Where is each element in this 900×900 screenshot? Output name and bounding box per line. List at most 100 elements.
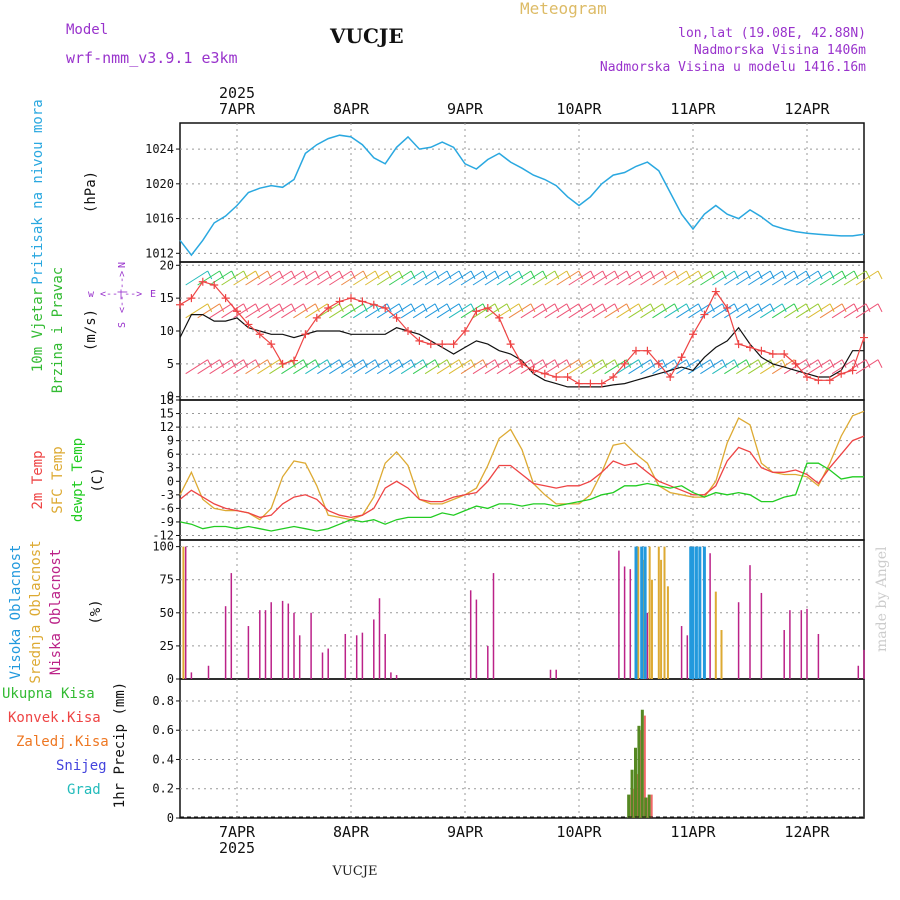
wind-barb-flag xyxy=(530,359,536,368)
wind-barb xyxy=(520,303,544,319)
wind-barb-flag xyxy=(410,270,416,280)
wind-barb xyxy=(556,359,580,375)
wind-barb xyxy=(388,359,412,375)
meteogram-title: Meteogram xyxy=(520,0,607,18)
wind-barb xyxy=(412,303,436,319)
wind-barb xyxy=(341,359,364,375)
wind-barb xyxy=(628,359,651,375)
precip-frame xyxy=(179,678,865,819)
dewpoint-line xyxy=(179,462,864,532)
wind-barb-flag xyxy=(733,270,739,280)
wind-barb-flag xyxy=(554,359,560,368)
temp-title-sfc: SFC Temp xyxy=(50,446,66,513)
cloud-bar-srednja xyxy=(657,546,660,679)
wind-barb xyxy=(604,303,627,319)
wind-barb xyxy=(532,303,556,319)
wind-barb-flag xyxy=(829,270,835,280)
cloud-bar-niska xyxy=(492,573,495,679)
wind-barb xyxy=(317,359,340,375)
wind-barb-flag xyxy=(338,270,344,280)
precip-legend-item: Zaledj.Kisa xyxy=(16,734,109,750)
wind-barb xyxy=(795,303,819,319)
cloud-bar-niska xyxy=(646,612,649,679)
pressure-ytick-label: 1020 xyxy=(145,177,174,191)
temperature-ytick-label: 15 xyxy=(160,407,174,421)
wind-barb-flag xyxy=(470,359,476,368)
wind-gust-point xyxy=(518,359,526,368)
pressure-line xyxy=(179,134,865,257)
wind-barb xyxy=(712,303,735,319)
cloud-bar-niska xyxy=(224,606,227,679)
wind-barb xyxy=(855,303,879,319)
cloud-bar-niska xyxy=(863,649,865,679)
wind-barb-flag xyxy=(865,270,871,280)
wind-barb-flag xyxy=(566,303,572,313)
wind-barb xyxy=(759,303,783,319)
wind-barb xyxy=(293,270,316,286)
sfc-temp-line xyxy=(179,410,865,521)
wind-barbs xyxy=(185,270,883,375)
wind-barb-flag xyxy=(434,303,440,313)
x-label-top: 10APR xyxy=(556,100,602,118)
wind-barb xyxy=(257,359,280,375)
wind-barb-flag xyxy=(578,270,584,280)
cloud-bar-niska xyxy=(355,635,358,679)
wind-gust-point xyxy=(381,304,390,312)
precip-legend-item: Snijeg xyxy=(56,758,107,774)
cloud-bar-srednja xyxy=(648,546,651,679)
wind-barb-flag xyxy=(482,270,488,280)
wind-barb xyxy=(712,359,735,375)
wind-barb xyxy=(676,303,699,319)
cloud-bar-niska xyxy=(270,602,272,679)
wind-barb-flag xyxy=(279,270,284,280)
wind-barb xyxy=(472,359,496,375)
temperature-ytick-label: -3 xyxy=(160,488,174,502)
precip-total-bar xyxy=(637,725,641,818)
cloud-bar-niska xyxy=(817,633,820,679)
wind-barb-flag xyxy=(662,303,668,313)
wind-gust-point xyxy=(848,366,857,375)
wind-barb xyxy=(221,270,244,286)
wind-barb-flag xyxy=(398,303,404,313)
wind-barb xyxy=(759,270,783,286)
cloud-bar-niska xyxy=(549,669,552,679)
wind-barb-flag xyxy=(686,270,691,280)
wind-barb xyxy=(771,270,795,286)
wind-barb xyxy=(748,270,771,286)
wind-barb-flag xyxy=(506,359,512,368)
wind-gust-point xyxy=(643,346,652,355)
cloud-unit: (%) xyxy=(88,599,104,624)
wind-barb-flag xyxy=(662,270,668,280)
wind-barb xyxy=(436,359,460,375)
wind-barb-flag xyxy=(638,359,644,368)
precip-ytick-label: 0.2 xyxy=(152,782,174,796)
wind-barb-flag xyxy=(817,270,823,280)
wind-barb xyxy=(341,270,364,286)
cloud-bar-niska xyxy=(384,633,386,679)
wind-barb xyxy=(233,270,256,286)
wind-barb-flag xyxy=(303,359,308,368)
wind-barb xyxy=(604,270,627,286)
wind-barb-flag xyxy=(422,270,428,280)
cloud-bar-niska xyxy=(395,675,398,679)
wind-gust-point xyxy=(415,336,424,345)
pressure-frame xyxy=(179,122,865,263)
wind-gust-point xyxy=(255,330,264,339)
wind-barb xyxy=(592,303,615,319)
wind-barb xyxy=(580,359,603,375)
wind-barb-flag xyxy=(817,303,823,313)
wind-barb-flag xyxy=(422,303,428,313)
wind-barb-flag xyxy=(386,359,392,368)
wind-barb-flag xyxy=(494,270,500,280)
plot-area: 101210161020102405101520-12-9-6-30369121… xyxy=(2,84,883,857)
precip-ytick-label: 0.8 xyxy=(152,694,174,708)
cloud-bar-srednja xyxy=(663,546,666,679)
wind-barb xyxy=(281,270,304,286)
wind-barb-flag xyxy=(207,359,213,368)
temperature-ytick-label: 0 xyxy=(167,474,174,488)
wind-barb-flag xyxy=(362,359,368,368)
wind-barb-flag xyxy=(554,303,560,313)
model-label: Model xyxy=(66,22,108,38)
precip-ytick-label: 0.6 xyxy=(152,723,174,737)
